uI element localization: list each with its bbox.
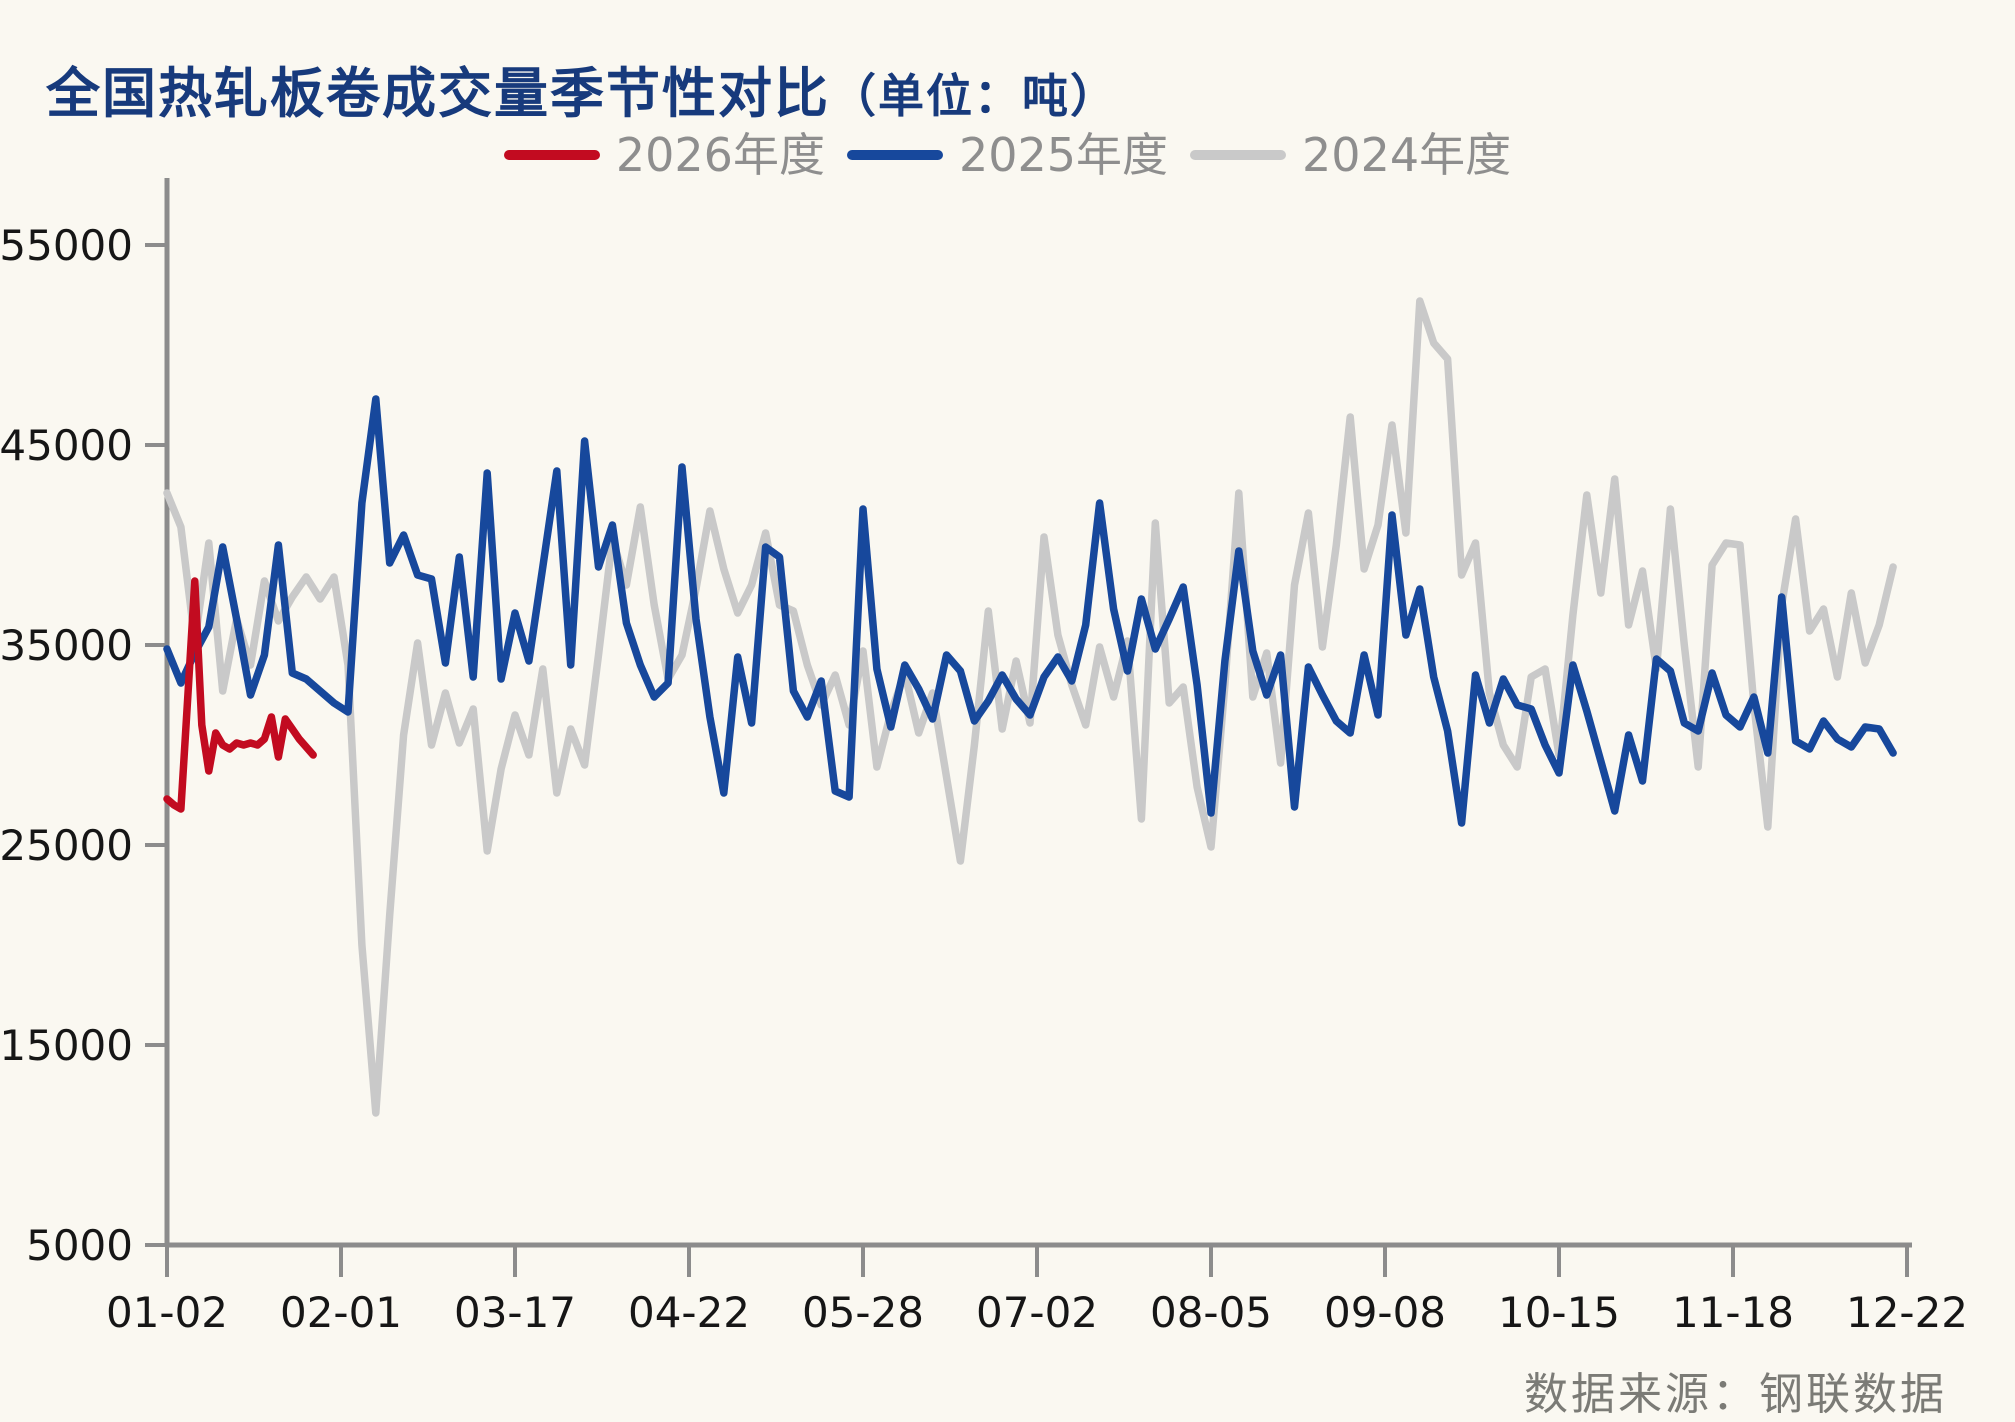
series-line-2024年度 (163, 297, 1897, 1117)
legend-item-2024: 2024年度 (1190, 132, 1511, 178)
y-tick-label: 15000 (0, 1021, 133, 1070)
chart-title-unit: （单位：吨） (830, 69, 1118, 124)
x-tick-label: 12-22 (1846, 1288, 1968, 1337)
x-tick-label: 07-02 (976, 1288, 1098, 1337)
chart-title-text: 全国热轧板卷成交量季节性对比 (46, 61, 830, 126)
legend-item-2026: 2026年度 (503, 128, 825, 182)
x-tick-label: 10-15 (1498, 1288, 1620, 1337)
x-tick-label: 08-05 (1150, 1288, 1272, 1337)
legend-label-2025: 2025年度 (958, 128, 1169, 182)
data-source-note: 数据来源：钢联数据 (1524, 1369, 1947, 1420)
legend-label-2026: 2026年度 (615, 128, 825, 182)
series-line-2025年度 (163, 395, 1897, 827)
x-tick-label: 03-17 (454, 1288, 576, 1337)
legend-swatch-2026 (503, 150, 600, 160)
x-tick-label: 02-01 (280, 1288, 402, 1337)
x-tick-label: 01-02 (106, 1288, 228, 1337)
legend-item-2025: 2025年度 (846, 128, 1169, 182)
legend-swatch-2025 (846, 150, 943, 160)
y-tick-label: 55000 (0, 221, 133, 270)
series-line-2026年度 (163, 577, 317, 813)
chart-legend: 2026年度 2025年度 2024年度 (0, 132, 2015, 178)
x-tick-label: 11-18 (1672, 1288, 1794, 1337)
legend-swatch-2024 (1190, 150, 1287, 160)
y-tick-label: 5000 (26, 1221, 133, 1270)
x-tick-label: 05-28 (802, 1288, 924, 1337)
y-tick-label: 35000 (0, 621, 133, 670)
y-tick-label: 45000 (0, 421, 133, 470)
x-tick-label: 09-08 (1324, 1288, 1446, 1337)
page-title: 全国热轧板卷成交量季节性对比（单位：吨） (46, 49, 1118, 128)
y-tick-label: 25000 (0, 821, 133, 870)
x-tick-label: 04-22 (628, 1288, 750, 1337)
legend-label-2024: 2024年度 (1302, 128, 1512, 182)
